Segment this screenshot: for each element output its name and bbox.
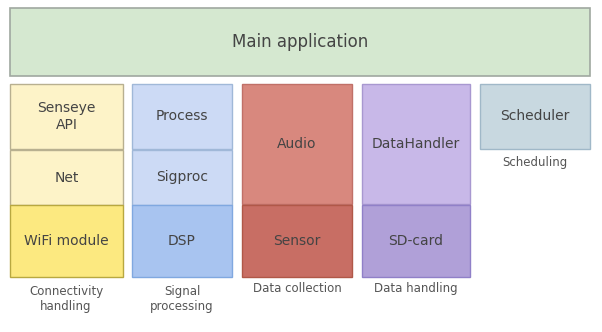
Bar xyxy=(242,84,352,204)
Bar xyxy=(480,84,590,149)
Bar xyxy=(10,150,123,205)
Text: Senseye
API: Senseye API xyxy=(37,101,96,131)
Bar xyxy=(132,150,232,205)
Bar xyxy=(132,205,232,277)
Text: Sensor: Sensor xyxy=(273,234,321,248)
Text: Main application: Main application xyxy=(232,33,368,51)
Text: Scheduler: Scheduler xyxy=(500,110,569,124)
Bar xyxy=(10,84,123,149)
Text: Process: Process xyxy=(156,110,208,124)
Bar xyxy=(362,84,470,204)
Bar xyxy=(362,205,470,277)
Bar xyxy=(10,205,123,277)
Bar xyxy=(132,84,232,149)
Text: WiFi module: WiFi module xyxy=(24,234,109,248)
Text: DSP: DSP xyxy=(168,234,196,248)
Text: Connectivity
handling: Connectivity handling xyxy=(29,285,103,313)
Text: Scheduling: Scheduling xyxy=(503,156,568,169)
Text: Data handling: Data handling xyxy=(374,282,458,295)
Text: Sigproc: Sigproc xyxy=(156,171,208,185)
Text: Signal
processing: Signal processing xyxy=(150,285,214,313)
Bar xyxy=(242,205,352,277)
Text: SD-card: SD-card xyxy=(388,234,444,248)
Text: Audio: Audio xyxy=(278,137,317,151)
Text: DataHandler: DataHandler xyxy=(372,137,460,151)
Bar xyxy=(10,8,590,76)
Text: Data collection: Data collection xyxy=(253,282,341,295)
Text: Net: Net xyxy=(54,171,79,185)
